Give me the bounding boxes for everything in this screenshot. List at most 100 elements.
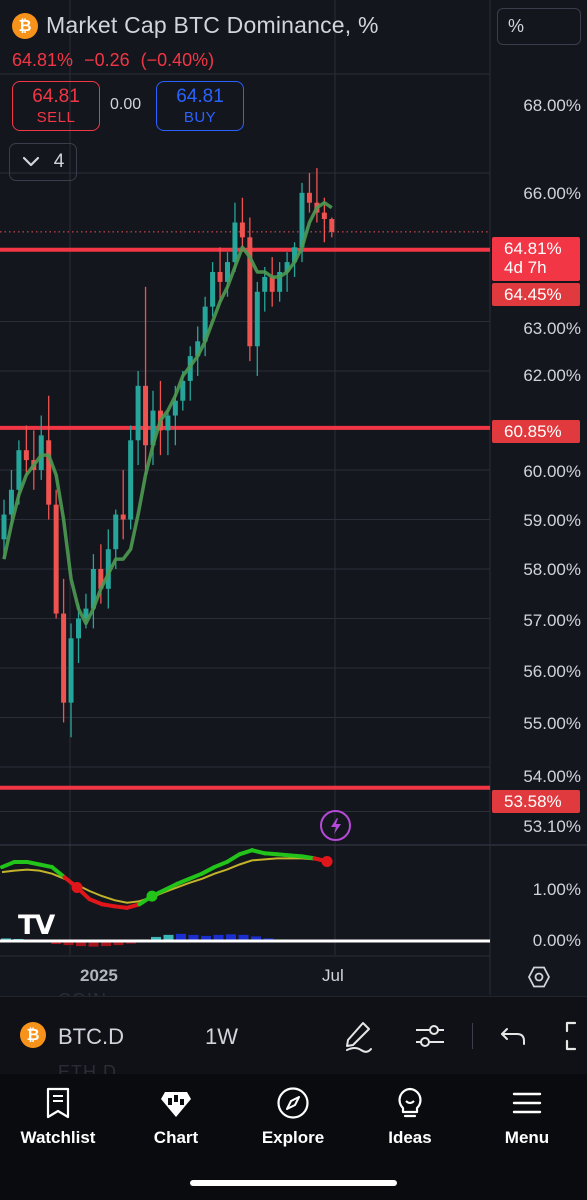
histogram-bar xyxy=(176,933,186,941)
histogram-bar xyxy=(201,935,211,941)
compass-icon xyxy=(277,1087,309,1119)
bitcoin-icon: ₿ xyxy=(12,12,38,39)
symbol-button[interactable]: BTC.D xyxy=(58,1024,124,1049)
indicator-fast-segment xyxy=(275,852,292,858)
lightning-icon[interactable] xyxy=(320,810,351,841)
indicator-fast-segment xyxy=(237,848,254,857)
candle-body xyxy=(284,262,290,272)
candle-body xyxy=(61,613,67,703)
candle-body xyxy=(113,514,119,550)
pen-icon[interactable] xyxy=(341,1019,375,1053)
indicator-fast-segment xyxy=(0,859,17,870)
nav-explore[interactable]: Explore xyxy=(238,1086,348,1156)
candle-body xyxy=(23,450,29,461)
indicator-fast-segment xyxy=(100,902,117,909)
buy-label: BUY xyxy=(183,109,217,126)
time-axis-label: 2025 xyxy=(80,966,118,985)
histogram-bar xyxy=(251,936,261,941)
sell-button[interactable]: 64.81 SELL xyxy=(12,81,100,131)
fullscreen-icon[interactable] xyxy=(563,1019,587,1053)
indicator-fast-segment xyxy=(162,881,179,892)
candle-body xyxy=(202,306,208,342)
nav-label: Chart xyxy=(153,1128,199,1147)
candle-body xyxy=(210,272,216,307)
candle-body xyxy=(150,410,156,446)
price-axis-label: 53.10% xyxy=(523,817,581,836)
sell-price: 64.81 xyxy=(32,86,80,107)
candle-body xyxy=(180,380,186,401)
lightning-bolt-icon xyxy=(330,817,341,834)
nav-chart[interactable]: Chart xyxy=(121,1086,231,1156)
indicator-fast-segment xyxy=(250,848,267,856)
candle-body xyxy=(128,440,134,520)
buy-price: 64.81 xyxy=(176,86,224,107)
chevron-down-icon xyxy=(22,156,39,167)
nav-ideas[interactable]: Ideas xyxy=(355,1086,465,1156)
candle-body xyxy=(254,291,260,347)
current-price: 64.81% xyxy=(504,239,562,258)
horizontal-line-tag: 60.85% xyxy=(492,420,580,443)
symbol-toolbar: ₿ BTC.D 1W xyxy=(0,996,587,1074)
histogram-bar xyxy=(88,941,99,947)
indicator-fast-segment xyxy=(37,862,54,870)
time-axis-label: Jul xyxy=(322,966,344,985)
nav-menu[interactable]: Menu xyxy=(472,1086,582,1156)
scale-unit-button[interactable]: % xyxy=(497,8,581,45)
current-price-tag: 64.81% 4d 7h xyxy=(492,237,580,281)
indicator-fast-segment xyxy=(225,852,242,864)
nav-watchlist[interactable]: Watchlist xyxy=(3,1086,113,1156)
histogram-bar xyxy=(101,941,111,947)
chart-title: Market Cap BTC Dominance, % xyxy=(46,12,379,38)
histogram-bar xyxy=(151,936,161,941)
price-change-line: 64.81% −0.26 (−0.40%) xyxy=(12,50,220,71)
crossover-dot xyxy=(146,890,158,902)
histogram-bar xyxy=(188,934,199,941)
price-axis-label: 55.00% xyxy=(523,714,581,733)
candle-body xyxy=(165,415,171,431)
candle-body xyxy=(299,192,305,248)
buy-button[interactable]: 64.81 BUY xyxy=(156,81,244,131)
hexagon-settings-icon[interactable] xyxy=(527,965,551,989)
hamburger-icon xyxy=(512,1092,542,1114)
candle-body xyxy=(269,276,275,292)
candle-body xyxy=(172,400,178,416)
indicators-toggle[interactable]: 4 xyxy=(9,143,77,181)
candle-body xyxy=(68,638,74,703)
indicator-fast-segment xyxy=(300,854,317,861)
nav-label: Menu xyxy=(504,1128,550,1147)
indicator-axis-label: 0.00% xyxy=(532,931,581,950)
price-axis-label: 68.00% xyxy=(523,96,581,115)
indicator-fast-segment xyxy=(262,851,279,857)
histogram-bar xyxy=(163,934,174,941)
histogram-bar xyxy=(63,941,74,946)
horizontal-line-tag: 64.45% xyxy=(492,283,580,306)
price-chart[interactable] xyxy=(0,0,587,1000)
indicator-count: 4 xyxy=(53,151,65,172)
lightbulb-icon xyxy=(398,1087,422,1118)
bitcoin-icon: ₿ xyxy=(20,1022,46,1048)
tradingview-logo: TV xyxy=(18,910,55,941)
candle-body xyxy=(76,618,81,639)
home-indicator xyxy=(190,1180,397,1186)
candle-body xyxy=(38,435,44,470)
candle-body xyxy=(98,569,104,589)
price-axis-label: 60.00% xyxy=(523,462,581,481)
moving-average-line xyxy=(2,200,333,626)
sliders-icon[interactable] xyxy=(413,1019,447,1053)
interval-button[interactable]: 1W xyxy=(205,1024,238,1049)
candle-body xyxy=(1,514,7,540)
candle-body xyxy=(105,549,111,589)
spread-value: 0.00 xyxy=(110,96,142,113)
crossover-dot xyxy=(321,855,333,867)
indicator-fast-segment xyxy=(125,902,142,910)
candle-body xyxy=(329,219,335,232)
bottom-navigation: Watchlist Chart Explore Ideas xyxy=(0,1074,587,1200)
indicator-fast-segment xyxy=(50,865,67,880)
price-axis-label: 54.00% xyxy=(523,767,581,786)
chart-icon xyxy=(161,1092,191,1117)
undo-icon[interactable] xyxy=(497,1019,531,1053)
symbol-header[interactable]: ₿ Market Cap BTC Dominance, % xyxy=(12,12,379,39)
candle-body xyxy=(8,489,14,515)
price-change: −0.26 xyxy=(84,50,130,70)
